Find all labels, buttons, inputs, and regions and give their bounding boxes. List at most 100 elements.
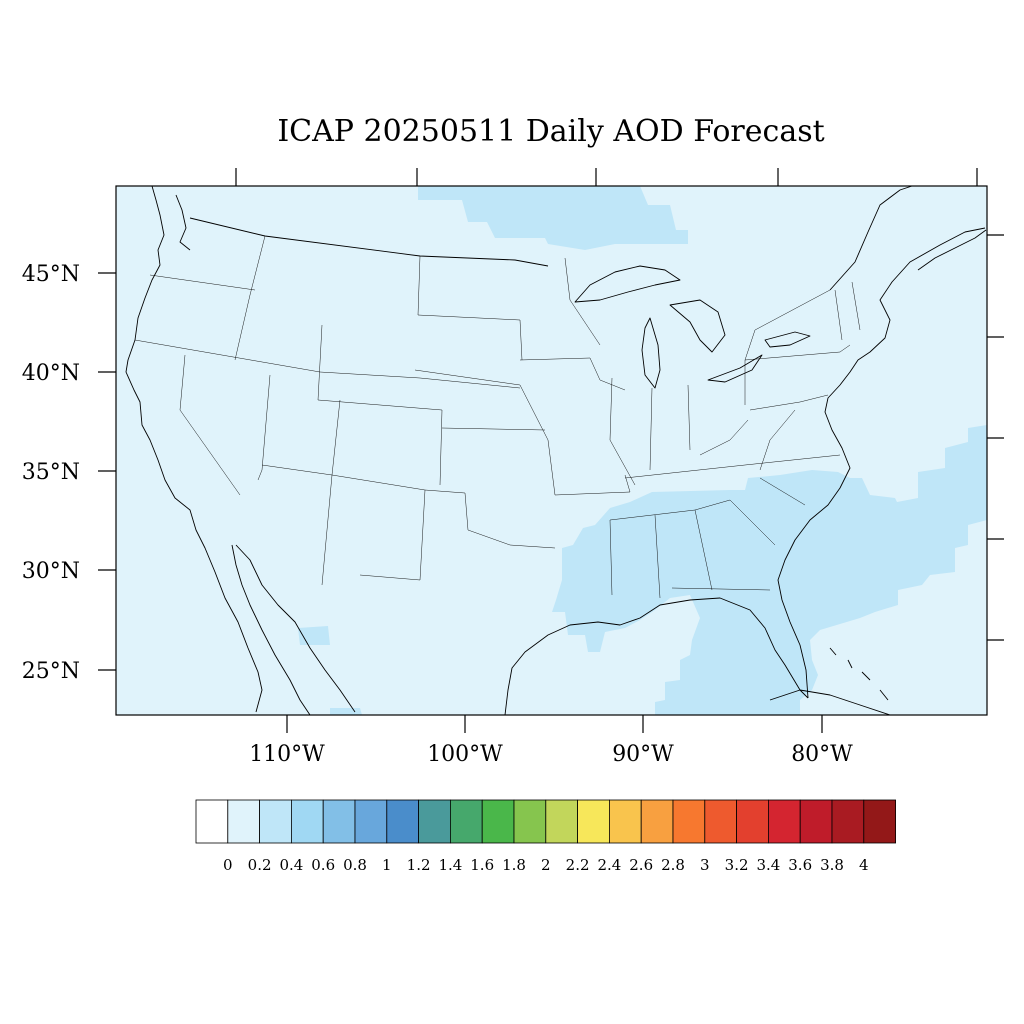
aod-patch-north — [418, 186, 688, 250]
aod-patch-southeast — [552, 425, 987, 715]
puget-sound — [175, 194, 191, 251]
lake-huron — [669, 299, 726, 353]
colorbar-box — [418, 799, 451, 844]
colorbar-box — [386, 799, 419, 844]
state-line-3 — [149, 274, 256, 291]
colorbar-tick-label: 3.6 — [788, 856, 812, 874]
state-line-2 — [234, 235, 266, 361]
atlantic-coastline — [777, 227, 986, 699]
state-line-24 — [671, 587, 771, 591]
colorbar-box — [863, 799, 896, 844]
colorbar-tick-label: 2.2 — [566, 856, 590, 874]
colorbar-box — [290, 799, 324, 844]
colorbar-tick-label: 2 — [541, 856, 551, 874]
lat-label: 40°N — [22, 361, 80, 386]
colorbar-tick-label: 0.6 — [311, 856, 335, 874]
map-title: ICAP 20250511 Daily AOD Forecast — [277, 114, 824, 149]
lake-michigan — [641, 317, 661, 389]
colorbar-boxes — [195, 799, 896, 844]
state-line-8 — [317, 324, 443, 486]
colorbar-tick-label: 3.4 — [756, 856, 780, 874]
gulf-of-california-coast — [231, 544, 311, 715]
colorbar-tick-label: 1.8 — [502, 856, 526, 874]
state-line-11 — [441, 427, 546, 431]
lon-label: 80°W — [791, 742, 853, 767]
state-line-1 — [134, 339, 521, 389]
pacific-coastline — [125, 186, 263, 713]
colorbar-tick-label: 0.2 — [248, 856, 272, 874]
lake-ontario — [764, 331, 811, 348]
longitude-labels: 110°W 100°W 90°W 80°W — [249, 742, 853, 767]
cuba-coast — [769, 689, 891, 715]
state-line-9 — [417, 255, 523, 361]
state-line-6 — [261, 464, 466, 494]
colorbar-tick-label: 3 — [700, 856, 710, 874]
state-line-5 — [257, 374, 271, 481]
colorbar-box — [577, 799, 610, 844]
state-line-21 — [609, 509, 713, 599]
state-line-29 — [699, 419, 749, 456]
colorbar-tick-label: 3.8 — [820, 856, 844, 874]
state-line-25 — [744, 344, 851, 361]
state-line-4 — [179, 354, 241, 496]
state-line-28 — [834, 281, 861, 341]
nova-scotia-coast — [917, 229, 987, 271]
colorbar-tick-label: 0.4 — [279, 856, 303, 874]
state-line-22 — [609, 499, 731, 521]
state-line-23 — [729, 477, 806, 546]
colorbar-tick-label: 2.8 — [661, 856, 685, 874]
aod-colorbar: 0 0.2 0.4 0.6 0.8 1 1.2 1.4 1.6 1.8 2 2.2 2.4 2.6 2.8 3… — [195, 799, 896, 874]
aod-background-field — [116, 186, 987, 715]
colorbar-box — [672, 799, 706, 844]
colorbar-tick-label: 1.6 — [470, 856, 494, 874]
colorbar-labels: 0 0.2 0.4 0.6 0.8 1 1.2 1.4 1.6 1.8 2 2.2 2.4 2.6 2.8 3… — [223, 856, 869, 874]
state-line-20 — [624, 454, 841, 479]
colorbar-tick-label: 1 — [382, 856, 392, 874]
latitude-labels: 45°N 40°N 35°N 30°N 25°N — [22, 262, 80, 684]
mexico-mainland-coast — [235, 544, 356, 713]
colorbar-box — [799, 799, 833, 844]
state-line-30 — [759, 409, 796, 471]
colorbar-box — [768, 799, 801, 844]
lon-label: 100°W — [427, 742, 503, 767]
lake-superior — [574, 265, 681, 303]
colorbar-box — [259, 799, 292, 844]
colorbar-box — [481, 799, 515, 844]
bahamas-islands — [829, 647, 889, 701]
lat-label: 25°N — [22, 659, 80, 684]
lat-label: 45°N — [22, 262, 80, 287]
colorbar-box — [513, 799, 547, 844]
state-line-15 — [519, 357, 626, 391]
state-line-17 — [609, 377, 636, 486]
colorbar-tick-label: 1.2 — [407, 856, 431, 874]
state-line-7 — [321, 399, 341, 586]
colorbar-tick-label: 2.6 — [629, 856, 653, 874]
aod-patch-south-edge — [330, 708, 362, 715]
colorbar-tick-label: 0 — [223, 856, 233, 874]
colorbar-box — [609, 799, 642, 844]
lat-label: 30°N — [22, 559, 80, 584]
lon-label: 110°W — [249, 742, 325, 767]
state-line-12 — [359, 489, 426, 581]
colorbar-tick-label: 4 — [859, 856, 869, 874]
colorbar-box — [195, 799, 229, 844]
colorbar-box — [704, 799, 737, 844]
map-tick-marks — [98, 168, 1004, 733]
colorbar-tick-label: 3.2 — [725, 856, 749, 874]
colorbar-box — [354, 799, 388, 844]
colorbar-tick-label: 0.8 — [343, 856, 367, 874]
state-line-13 — [464, 492, 556, 549]
state-line-14 — [554, 474, 631, 496]
gulf-coastline — [504, 597, 809, 715]
colorbar-box — [545, 799, 578, 844]
colorbar-box — [736, 799, 769, 844]
colorbar-box — [640, 799, 674, 844]
colorbar-box — [831, 799, 865, 844]
state-line-19 — [687, 384, 691, 451]
state-boundaries — [134, 235, 861, 599]
colorbar-box — [449, 799, 483, 844]
state-line-27 — [744, 289, 831, 405]
lon-label: 90°W — [612, 742, 674, 767]
colorbar-box — [322, 799, 356, 844]
